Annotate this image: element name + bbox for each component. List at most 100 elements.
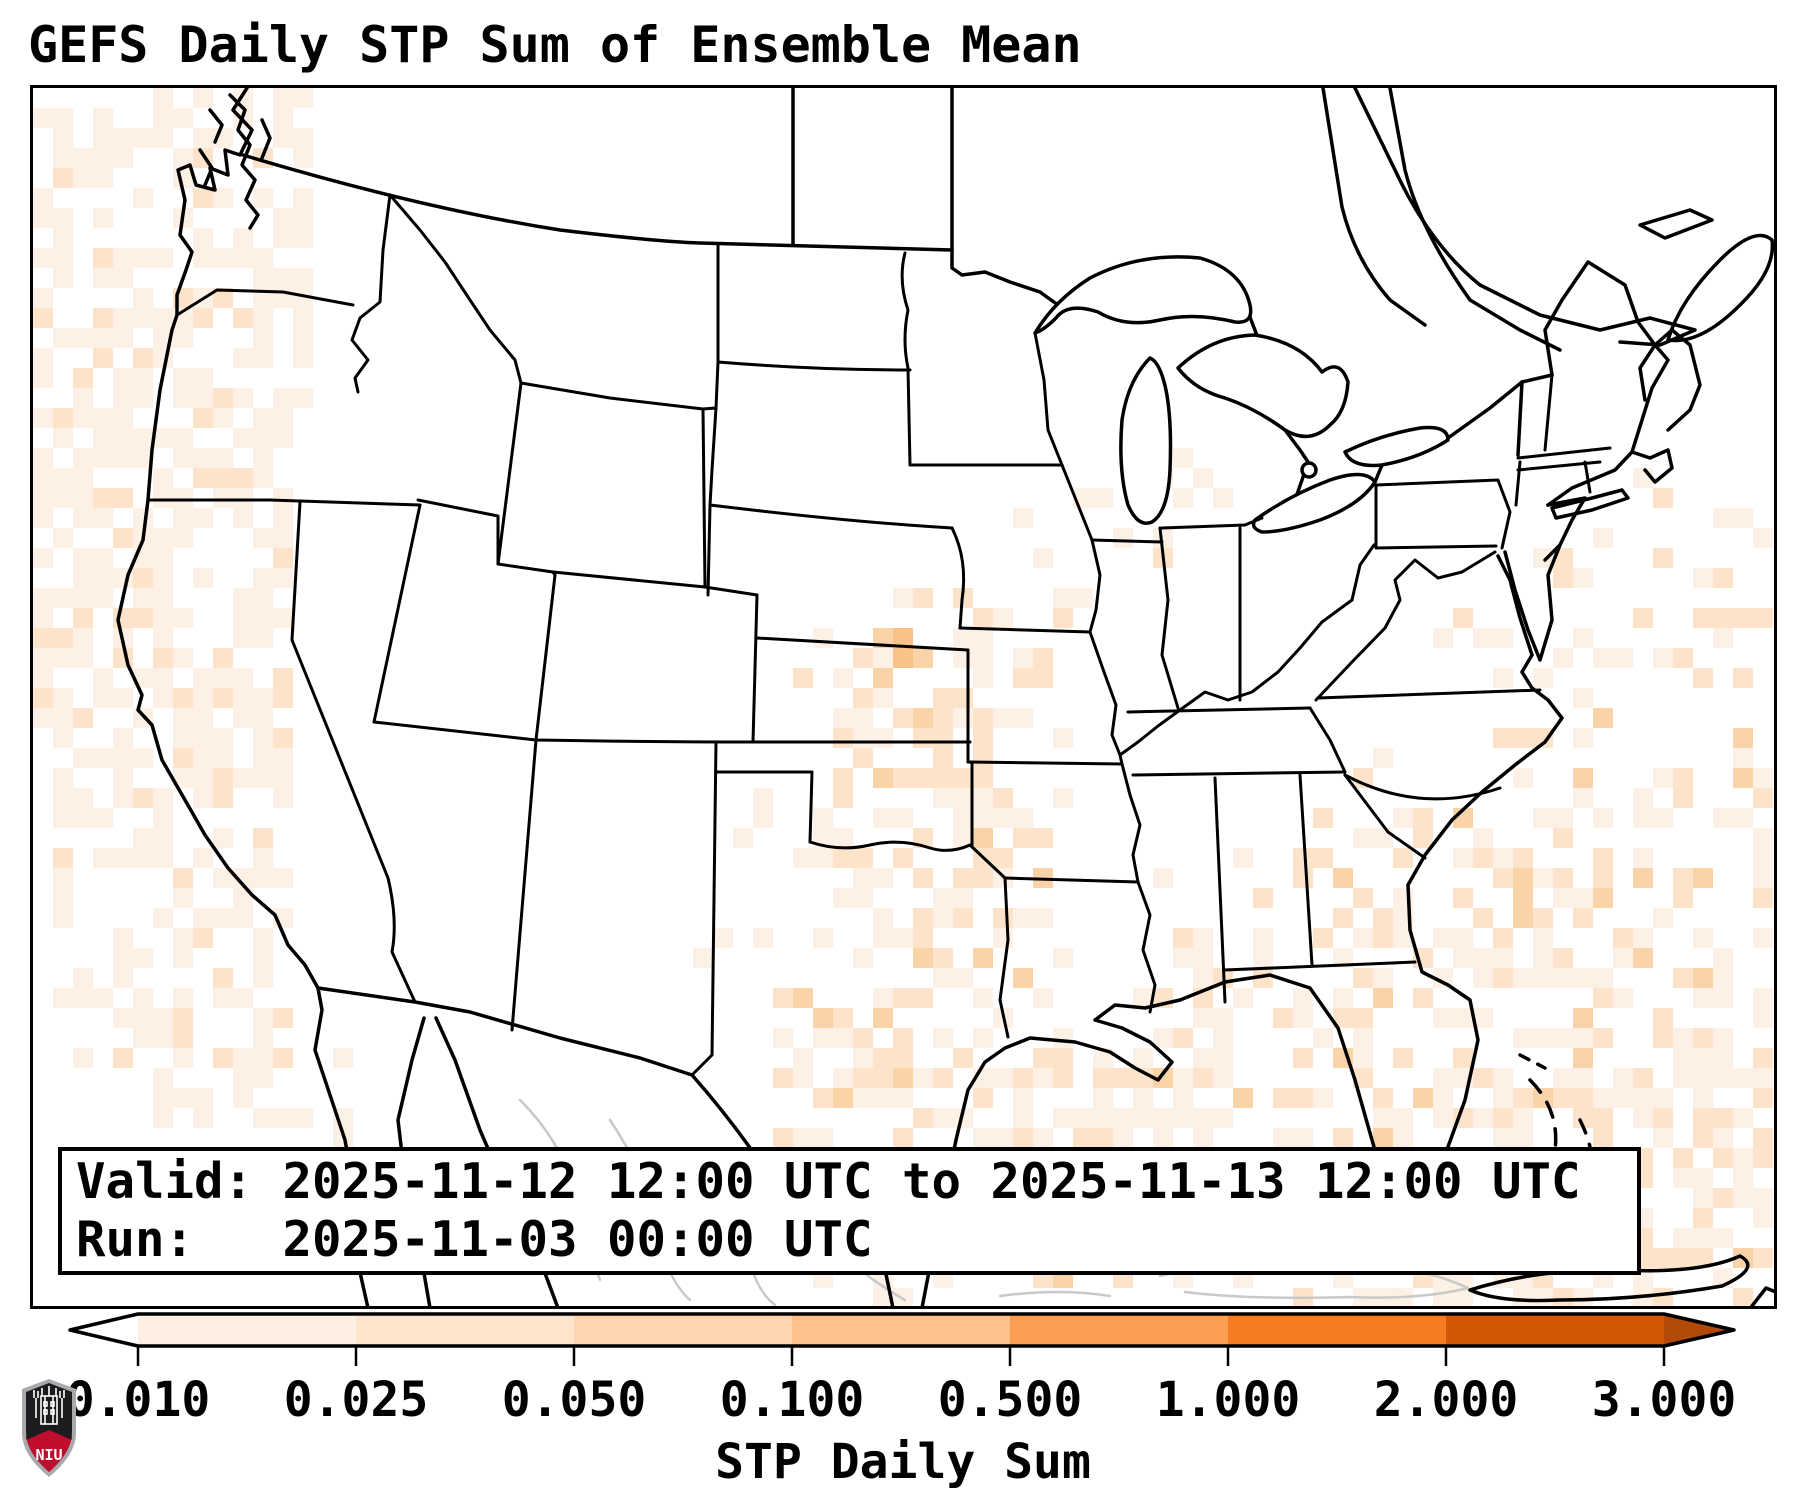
stp-cell [1613, 1068, 1633, 1088]
stp-cell [853, 948, 873, 968]
colorbar-segment [356, 1314, 574, 1346]
stp-cell [53, 128, 73, 148]
stp-cell [873, 1048, 893, 1068]
stp-cell [1213, 1108, 1233, 1128]
stp-cell [1553, 1288, 1573, 1306]
stp-cell [233, 348, 253, 368]
stp-cell [93, 488, 113, 508]
stp-cell [73, 748, 93, 768]
stp-cell [1213, 1028, 1233, 1048]
stp-cell [1553, 648, 1573, 668]
stp-cell [953, 888, 973, 908]
stp-cell [1313, 1088, 1333, 1108]
stp-cell [193, 248, 213, 268]
stp-cell [1033, 1068, 1053, 1088]
stp-cell [233, 708, 253, 728]
stp-cell [1413, 828, 1433, 848]
stp-cell [213, 468, 233, 488]
stp-cell [153, 908, 173, 928]
stp-cell [1173, 1088, 1193, 1108]
stp-cell [1753, 988, 1773, 1008]
stp-cell [253, 248, 273, 268]
state-borders [146, 193, 1612, 1077]
stp-cell [273, 428, 293, 448]
stp-cell [233, 868, 253, 888]
stp-cell [1293, 1048, 1313, 1068]
stp-cell [1613, 988, 1633, 1008]
stp-cell [893, 1028, 913, 1048]
colorbar-tick-label: 0.500 [937, 1372, 1083, 1428]
stp-cell [53, 688, 73, 708]
stp-cell [1433, 1068, 1453, 1088]
stp-cell [1293, 1088, 1313, 1108]
stp-cell [153, 128, 173, 148]
stp-cell [893, 928, 913, 948]
stp-cell [73, 548, 93, 568]
stp-cell [1353, 1048, 1373, 1068]
stp-cell [253, 948, 273, 968]
stp-cell [1133, 1108, 1153, 1128]
stp-cell [1093, 1088, 1113, 1108]
stp-cell [1553, 808, 1573, 828]
stp-cell [913, 1108, 933, 1128]
stp-cell [53, 848, 73, 868]
stp-cell [253, 448, 273, 468]
stp-cell [1013, 908, 1033, 928]
stp-cell [793, 988, 813, 1008]
stp-cell [173, 988, 193, 1008]
stp-cell [973, 648, 993, 668]
stp-cell [233, 228, 253, 248]
stp-cell [1473, 828, 1493, 848]
stp-cell [1713, 1108, 1733, 1128]
stp-cell [293, 328, 313, 348]
stp-cell [113, 248, 133, 268]
stp-cell [253, 1068, 273, 1088]
stp-cell [73, 568, 93, 588]
stp-cell [1173, 1108, 1193, 1128]
stp-cell [93, 248, 113, 268]
stp-cell [1053, 1108, 1073, 1128]
stp-cell [1093, 488, 1113, 508]
stp-cell [273, 1008, 293, 1028]
stp-cell [1513, 1028, 1533, 1048]
stp-cell [33, 308, 53, 328]
stp-cell [1713, 1048, 1733, 1068]
stp-cell [253, 928, 273, 948]
stp-cell [1373, 828, 1393, 848]
stp-cell [973, 748, 993, 768]
stp-cell [73, 148, 93, 168]
stp-cell [273, 768, 293, 788]
stp-cell [953, 768, 973, 788]
niu-logo: NIU [22, 1379, 76, 1477]
stp-cell [753, 808, 773, 828]
stp-cell [193, 668, 213, 688]
stp-cell [73, 808, 93, 828]
stp-cell [1693, 1248, 1713, 1268]
stp-cell [1753, 848, 1773, 868]
stp-cell [1093, 1108, 1113, 1128]
stp-cell [33, 468, 53, 488]
stp-cell [233, 668, 253, 688]
stp-cell [893, 628, 913, 648]
stp-cell [1453, 888, 1473, 908]
stp-cell [233, 308, 253, 328]
stp-cell [1473, 628, 1493, 648]
stp-cell [1493, 868, 1513, 888]
stp-cell [113, 1048, 133, 1068]
stp-cell [113, 268, 133, 288]
stp-cell [893, 1068, 913, 1088]
stp-cell [93, 128, 113, 148]
colorbar-segment [1446, 1314, 1664, 1346]
stp-cell [113, 688, 133, 708]
stp-cell [273, 548, 293, 568]
stp-cell [1633, 948, 1653, 968]
stp-cell [1593, 708, 1613, 728]
stp-cell [133, 448, 153, 468]
stp-cell [293, 348, 313, 368]
stp-cell [973, 1028, 993, 1048]
stp-cell [1593, 1088, 1613, 1108]
stp-cell [733, 828, 753, 848]
stp-cell [1353, 928, 1373, 948]
stp-cell [913, 588, 933, 608]
stp-cell [233, 628, 253, 648]
